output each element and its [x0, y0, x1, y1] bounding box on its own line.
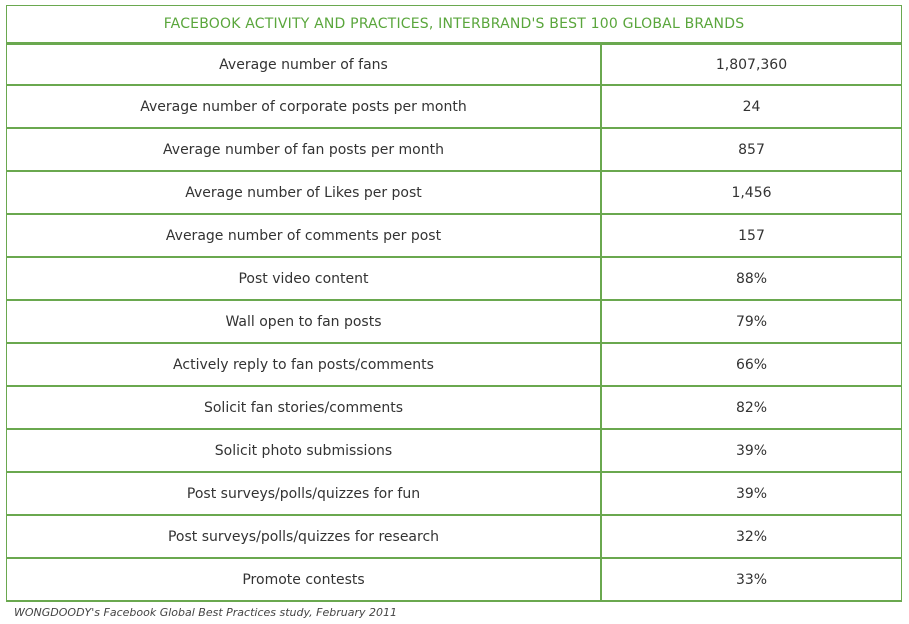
table-title: FACEBOOK ACTIVITY AND PRACTICES, INTERBR…: [6, 5, 902, 43]
row-value: 24: [742, 98, 761, 115]
row-label: Average number of corporate posts per mo…: [7, 86, 602, 127]
row-value: 66%: [735, 356, 768, 373]
row-label: Promote contests: [7, 559, 602, 600]
row-value: 1,456: [731, 184, 772, 201]
row-label: Post surveys/polls/quizzes for fun: [7, 473, 602, 514]
table-row: Post surveys/polls/quizzes for fun 39%: [6, 473, 902, 516]
table-row: Promote contests 33%: [6, 559, 902, 602]
table-row: Post surveys/polls/quizzes for research 3…: [6, 516, 902, 559]
row-value: 157: [738, 227, 765, 244]
table-row: Wall open to fan posts 79%: [6, 301, 902, 344]
row-value: 39%: [735, 485, 768, 502]
row-label: Post surveys/polls/quizzes for research: [7, 516, 602, 557]
row-label: Average number of fans: [7, 45, 602, 84]
data-table: FACEBOOK ACTIVITY AND PRACTICES, INTERBR…: [6, 5, 902, 602]
table-row: Average number of Likes per post 1,456: [6, 172, 902, 215]
row-value: 88%: [735, 270, 768, 287]
table-row: Average number of fans 1,807,360: [6, 43, 902, 86]
table-row: Actively reply to fan posts/comments 66%: [6, 344, 902, 387]
row-label: Solicit photo submissions: [7, 430, 602, 471]
row-label: Average number of fan posts per month: [7, 129, 602, 170]
table-row: Solicit photo submissions 39%: [6, 430, 902, 473]
table-row: Average number of comments per post 157: [6, 215, 902, 258]
row-label: Solicit fan stories/comments: [7, 387, 602, 428]
row-label: Post video content: [7, 258, 602, 299]
row-value: 857: [738, 141, 765, 158]
row-label: Actively reply to fan posts/comments: [7, 344, 602, 385]
table-row: Average number of corporate posts per mo…: [6, 86, 902, 129]
row-value: 82%: [735, 399, 768, 416]
row-value: 1,807,360: [715, 56, 788, 73]
row-label: Wall open to fan posts: [7, 301, 602, 342]
row-value: 33%: [735, 571, 768, 588]
table-body: Average number of fans 1,807,360 Average n…: [6, 43, 902, 602]
row-value: 39%: [735, 442, 768, 459]
row-label: Average number of comments per post: [7, 215, 602, 256]
table-row: Average number of fan posts per month 857: [6, 129, 902, 172]
source-caption: WONGDOODY's Facebook Global Best Practic…: [14, 606, 397, 619]
table-row: Solicit fan stories/comments 82%: [6, 387, 902, 430]
row-value: 32%: [735, 528, 768, 545]
row-label: Average number of Likes per post: [7, 172, 602, 213]
table-row: Post video content 88%: [6, 258, 902, 301]
row-value: 79%: [735, 313, 768, 330]
